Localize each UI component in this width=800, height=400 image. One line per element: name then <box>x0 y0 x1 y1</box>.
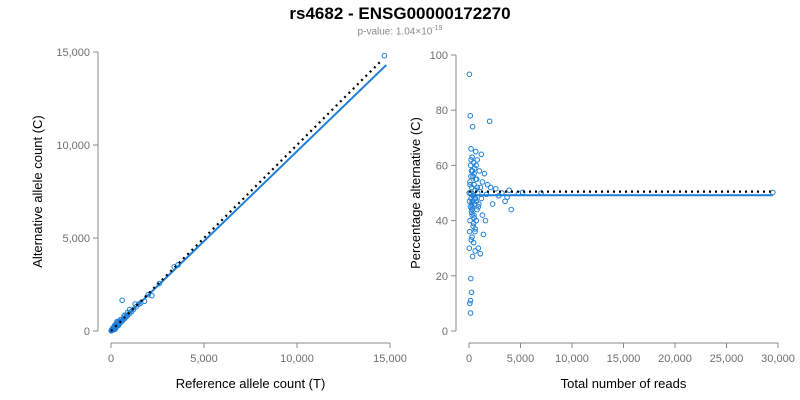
panel-1-y-tick-label: 5,000 <box>62 233 90 245</box>
panel-1-y-tick-label: 15,000 <box>56 47 90 59</box>
panel-1-data-point <box>145 291 151 298</box>
panel-2-data-point <box>471 170 477 177</box>
panel-2-data-point <box>471 195 478 202</box>
panel-2-data-point <box>479 179 486 185</box>
panel-2-data-point <box>472 248 478 254</box>
panel-1-x-tick-label: 0 <box>108 353 114 365</box>
panel-2-y-tick-label: 0 <box>442 326 448 338</box>
panel-2-data-point <box>482 217 489 224</box>
panel-2-data-point <box>470 239 477 246</box>
panel-2-data-point <box>468 275 474 282</box>
panel-2-data-point <box>467 162 474 169</box>
panel-2-data-point <box>472 176 479 182</box>
panel-2-data-point <box>477 250 484 257</box>
panel-1-x-tick-label: 15,000 <box>373 353 407 365</box>
panel-2-data-point <box>469 154 475 160</box>
panel-2-data-point <box>508 206 515 213</box>
panel-2-data-point <box>469 168 476 174</box>
panel-2-data-point <box>473 198 480 205</box>
panel-1-y-tick-label: 10,000 <box>56 140 90 152</box>
panel-1-data-point <box>119 297 125 304</box>
panel-2-data-point <box>467 310 474 316</box>
panel-2-data-point <box>475 245 482 251</box>
panel-2-data-point <box>468 146 474 152</box>
panel-2-x-tick-label: 10,000 <box>555 353 589 365</box>
panel-1-x-tick-label: 10,000 <box>280 353 314 365</box>
panel-2-data-point <box>466 71 473 78</box>
panel-2-x-axis-label: Total number of reads <box>561 376 687 391</box>
chart-title: rs4682 - ENSG00000172270 <box>289 4 511 23</box>
panel-2-data-point <box>472 228 478 235</box>
panel-2-x-tick-label: 20,000 <box>658 353 692 365</box>
panel-1-y-axis-label: Alternative allele count (C) <box>30 115 45 267</box>
panel-2-y-tick-label: 80 <box>436 105 448 117</box>
panel-2-x-tick-label: 30,000 <box>761 353 795 365</box>
panel-2-data-point <box>468 157 474 163</box>
panel-2-data-point <box>478 151 485 158</box>
panel-2-data-point <box>470 159 477 166</box>
panel-1-fit-line <box>110 64 387 332</box>
panel-2-data-point <box>492 186 499 192</box>
panel-2-x-tick-label: 0 <box>466 353 472 365</box>
panel-2-data-point <box>466 245 473 251</box>
panel-2-y-tick-label: 100 <box>430 50 448 62</box>
panel-2-data-point <box>468 184 475 191</box>
panel-2-data-point <box>506 187 512 194</box>
panel-1-x-tick-label: 5,000 <box>190 353 218 365</box>
pvalue-text: p-value: 1.04×10 <box>357 26 433 38</box>
panel-1-x-axis-label: Reference allele count (T) <box>176 376 326 391</box>
panel-2-data-point <box>467 297 474 304</box>
panel-1-data-point <box>149 292 155 299</box>
panel-2-data-point <box>469 123 476 130</box>
panel-2-data-point <box>467 181 473 188</box>
panel-2-data-point <box>474 157 481 163</box>
panel-2-data-point <box>470 220 477 227</box>
panel-1-reference-line <box>110 60 382 332</box>
panel-2-data-point <box>477 184 484 191</box>
panel-2-x-tick-label: 25,000 <box>710 353 744 365</box>
panel-2-data-point <box>467 217 473 224</box>
panel-2-data-point <box>469 234 475 240</box>
panel-2-data-point <box>466 228 473 235</box>
panel-2-data-point <box>489 201 496 207</box>
panel-1-y-tick-label: 0 <box>84 326 90 338</box>
panel-2-data-point <box>469 206 475 213</box>
panel-2-data-point <box>472 226 478 232</box>
panel-2-data-point <box>469 253 476 260</box>
panel-2-data-point <box>770 189 776 196</box>
panel-2-y-axis-label: Percentage alternative (C) <box>408 117 423 269</box>
panel-2-data-point <box>472 148 479 155</box>
panel-2-data-point <box>467 300 473 307</box>
panel-2-data-point <box>484 181 491 188</box>
panel-2-data-point <box>476 168 483 174</box>
panel-2-data-point <box>469 212 475 218</box>
panel-2-data-point <box>469 204 475 210</box>
chart-subtitle-pvalue: p-value: 1.04×10-19 <box>0 25 800 37</box>
panel-2-data-point <box>487 184 494 191</box>
panel-2-data-point <box>468 289 475 296</box>
panel-2-data-point <box>475 204 482 210</box>
panel-2-data-point <box>486 118 493 125</box>
panel-2-data-point <box>467 112 474 119</box>
panel-1-data-point <box>381 52 388 59</box>
panel-2-data-point <box>478 195 485 202</box>
panel-2-data-point <box>473 162 480 169</box>
panel-2-data-point <box>479 212 486 218</box>
panel-2-x-tick-label: 15,000 <box>607 353 641 365</box>
panel-2-data-point <box>468 201 475 207</box>
panel-2-y-tick-label: 20 <box>436 271 448 283</box>
panel-2-data-point <box>481 170 488 177</box>
panel-2-y-tick-label: 40 <box>436 216 448 228</box>
panel-2-data-point <box>480 231 487 238</box>
panel-2-y-tick-label: 60 <box>436 160 448 172</box>
panel-2-data-point <box>468 173 474 180</box>
pvalue-exponent: -19 <box>432 25 443 32</box>
panel-2-data-point <box>502 198 508 205</box>
panel-2-data-point <box>467 179 473 185</box>
panel-2-data-point <box>467 204 474 210</box>
panel-2-data-point <box>468 209 475 216</box>
panel-2-x-tick-label: 5,000 <box>507 353 535 365</box>
